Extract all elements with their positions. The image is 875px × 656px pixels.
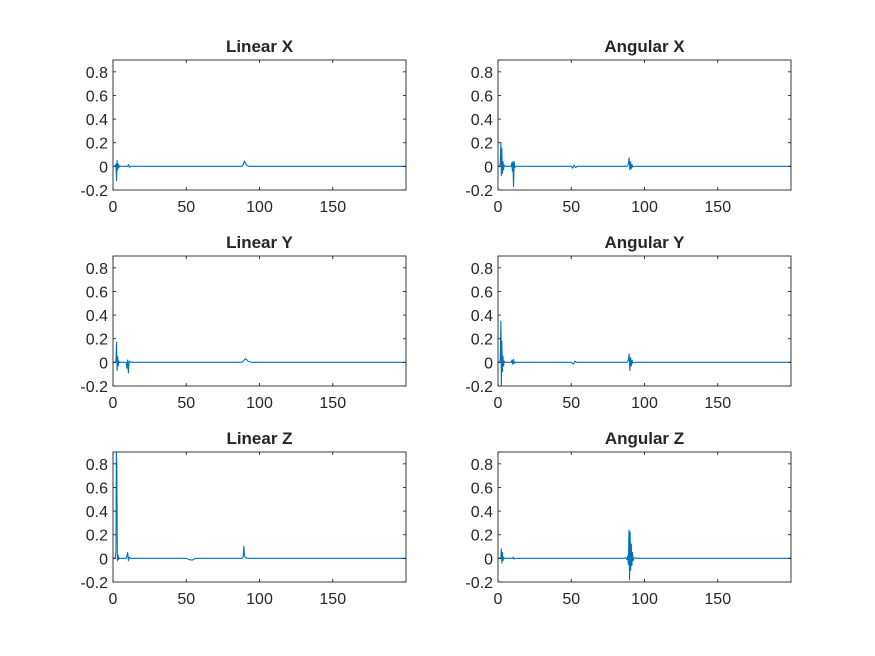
subplot-angular-y: Angular Y 0 50 100 150-0.200.20.40.60.8 bbox=[465, 233, 792, 412]
y-tick-label: 0.6 bbox=[86, 88, 108, 105]
x-tick-label: 100 bbox=[631, 395, 658, 412]
y-tick-label: 0 bbox=[99, 159, 108, 176]
y-tick-label: 0.4 bbox=[86, 112, 108, 129]
x-tick-label: 150 bbox=[704, 591, 731, 608]
y-tick-label: 0.6 bbox=[471, 480, 493, 497]
x-tick-label: 100 bbox=[631, 591, 658, 608]
x-tick-label: 0 bbox=[494, 591, 503, 608]
x-tick-label: 50 bbox=[562, 395, 580, 412]
series-line-0 bbox=[498, 529, 791, 581]
y-tick-label: 0.2 bbox=[86, 332, 108, 349]
y-tick-label: 0.6 bbox=[86, 284, 108, 301]
x-tick-label: 0 bbox=[494, 199, 503, 216]
y-tick-label: 0 bbox=[99, 551, 108, 568]
y-tick-label: 0.8 bbox=[86, 457, 108, 474]
y-tick-label: -0.2 bbox=[465, 379, 493, 396]
y-tick-label: 0.4 bbox=[86, 308, 108, 325]
y-tick-label: 0.6 bbox=[471, 284, 493, 301]
plot-area bbox=[113, 256, 406, 386]
y-tick-label: 0.8 bbox=[86, 65, 108, 82]
x-tick-label: 50 bbox=[177, 395, 195, 412]
subplot-linear-y: Linear Y 0 50 100 150-0.200.20.40.60.8 bbox=[80, 233, 407, 412]
y-tick-label: -0.2 bbox=[80, 183, 108, 200]
x-tick-label: 50 bbox=[177, 199, 195, 216]
y-tick-label: 0.2 bbox=[471, 332, 493, 349]
y-tick-label: 0 bbox=[484, 355, 493, 372]
x-tick-label: 150 bbox=[704, 395, 731, 412]
series-line-0 bbox=[113, 159, 406, 182]
x-tick-label: 0 bbox=[494, 395, 503, 412]
subplot-linear-x: Linear X 0 50 100 150-0.200.20.40.60.8 bbox=[80, 37, 407, 216]
y-tick-label: 0 bbox=[99, 355, 108, 372]
y-tick-label: 0.8 bbox=[471, 65, 493, 82]
y-tick-label: 0.2 bbox=[86, 136, 108, 153]
x-tick-label: 0 bbox=[109, 591, 118, 608]
y-tick-label: 0.4 bbox=[86, 504, 108, 521]
plot-area bbox=[113, 452, 406, 582]
subplot-linear-z: Linear Z 0 50 100 150-0.200.20.40.60.8 bbox=[80, 429, 407, 608]
y-tick-label: 0.8 bbox=[471, 457, 493, 474]
x-tick-label: 150 bbox=[319, 199, 346, 216]
y-tick-label: -0.2 bbox=[465, 575, 493, 592]
plot-area bbox=[498, 60, 791, 190]
subplot-title: Linear Y bbox=[226, 233, 293, 252]
x-tick-label: 50 bbox=[562, 199, 580, 216]
x-tick-label: 50 bbox=[177, 591, 195, 608]
y-tick-label: 0.2 bbox=[471, 136, 493, 153]
x-tick-label: 100 bbox=[246, 395, 273, 412]
series-line-0 bbox=[113, 341, 406, 374]
subplot-title: Angular Z bbox=[605, 429, 684, 448]
x-tick-label: 100 bbox=[246, 591, 273, 608]
y-tick-label: 0.4 bbox=[471, 504, 493, 521]
plot-area bbox=[113, 60, 406, 190]
y-tick-label: 0.6 bbox=[86, 480, 108, 497]
series-line-0 bbox=[498, 320, 791, 386]
series-line-0 bbox=[498, 142, 791, 187]
y-tick-label: -0.2 bbox=[80, 575, 108, 592]
x-tick-label: 50 bbox=[562, 591, 580, 608]
y-tick-label: 0 bbox=[484, 159, 493, 176]
subplot-title: Linear Z bbox=[226, 429, 292, 448]
subplot-title: Angular X bbox=[604, 37, 685, 56]
y-tick-label: 0.4 bbox=[471, 112, 493, 129]
y-tick-label: 0.6 bbox=[471, 88, 493, 105]
y-tick-label: 0.4 bbox=[471, 308, 493, 325]
subplot-title: Angular Y bbox=[605, 233, 686, 252]
y-tick-label: 0.2 bbox=[471, 528, 493, 545]
x-tick-label: 100 bbox=[246, 199, 273, 216]
y-tick-label: -0.2 bbox=[465, 183, 493, 200]
y-tick-label: 0.8 bbox=[471, 261, 493, 278]
plot-area bbox=[498, 452, 791, 582]
subplot-angular-z: Angular Z 0 50 100 150-0.200.20.40.60.8 bbox=[465, 429, 792, 608]
x-tick-label: 0 bbox=[109, 199, 118, 216]
y-tick-label: 0.8 bbox=[86, 261, 108, 278]
series-line-0 bbox=[113, 452, 406, 562]
x-tick-label: 150 bbox=[319, 395, 346, 412]
x-tick-label: 0 bbox=[109, 395, 118, 412]
subplot-angular-x: Angular X 0 50 100 150-0.200.20.40.60.8 bbox=[465, 37, 792, 216]
subplot-title: Linear X bbox=[226, 37, 294, 56]
plot-area bbox=[498, 256, 791, 386]
y-tick-label: 0.2 bbox=[86, 528, 108, 545]
y-tick-label: -0.2 bbox=[80, 379, 108, 396]
x-tick-label: 150 bbox=[319, 591, 346, 608]
x-tick-label: 100 bbox=[631, 199, 658, 216]
y-tick-label: 0 bbox=[484, 551, 493, 568]
x-tick-label: 150 bbox=[704, 199, 731, 216]
